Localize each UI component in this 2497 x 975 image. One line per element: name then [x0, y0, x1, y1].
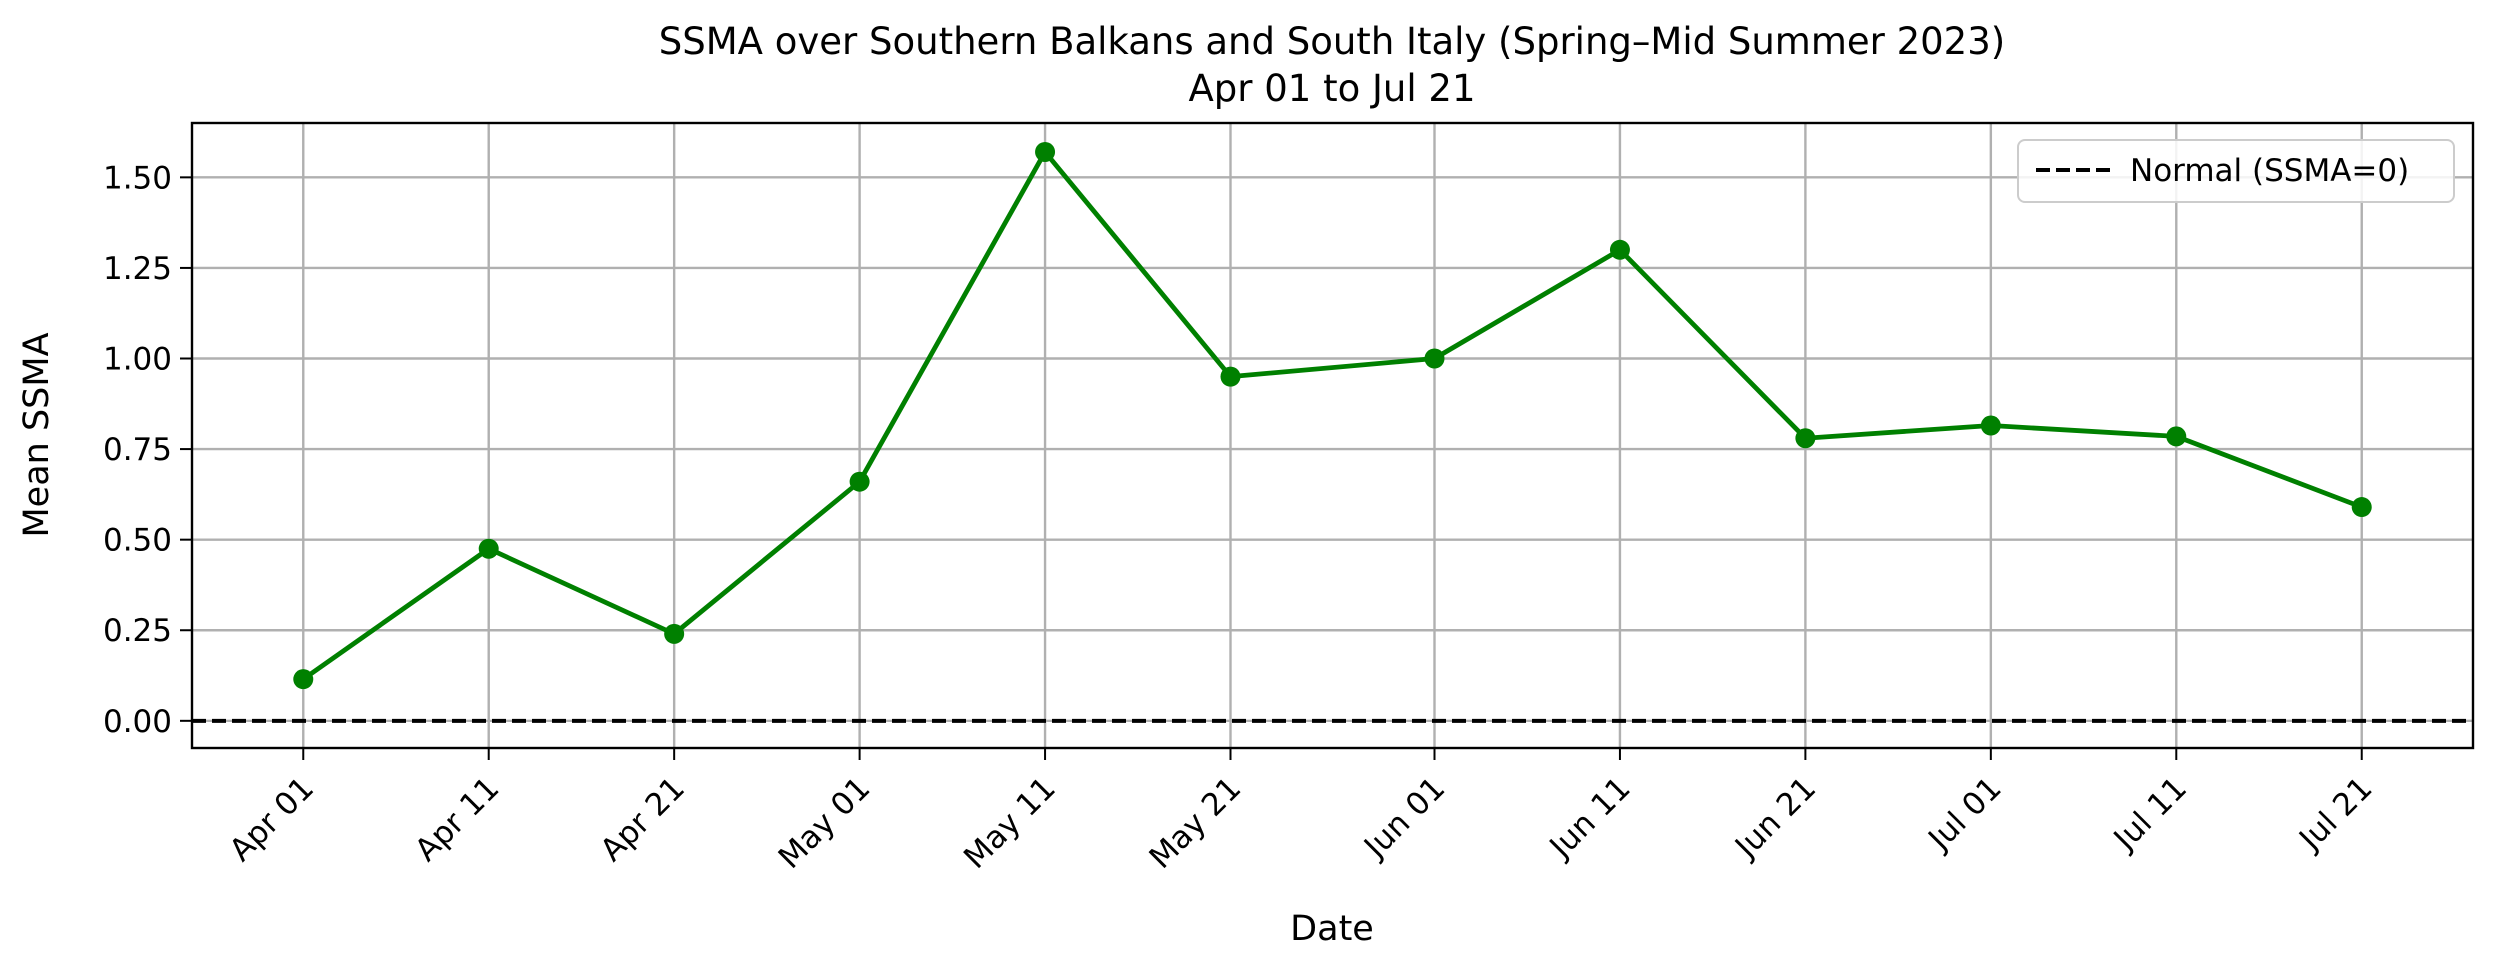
- data-point: [1980, 415, 2001, 436]
- data-point: [1795, 428, 1816, 449]
- data-point: [849, 471, 870, 492]
- y-tick-label: 1.25: [103, 251, 172, 287]
- series-line: [301, 149, 2363, 682]
- data-point: [1609, 239, 1630, 260]
- x-tick-label: Jul 11: [2106, 770, 2194, 858]
- data-point: [1035, 141, 1056, 162]
- x-tick-label: May 01: [772, 770, 878, 876]
- x-tick-label: May 21: [1143, 770, 1249, 876]
- legend: Normal (SSMA=0): [2017, 139, 2455, 203]
- x-tick-label: Apr 01: [223, 770, 321, 868]
- x-axis-ticks: Apr 01 Apr 11 Apr 21 May 01 May 11 May 21 Jun …: [223, 748, 2379, 876]
- x-tick-label: Jul 21: [2291, 770, 2379, 858]
- chart-subtitle: Apr 01 to Jul 21: [1188, 67, 1475, 110]
- x-tick-label: Apr 11: [408, 770, 506, 868]
- x-axis-label: Date: [1290, 909, 1374, 949]
- y-axis-ticks: 0.00 0.25 0.50 0.75 1.00 1.25 1.50: [103, 160, 192, 740]
- x-tick-label: Apr 21: [594, 770, 692, 868]
- plot-area-frame: [190, 121, 2475, 750]
- y-tick-label: 0.25: [103, 613, 172, 649]
- y-tick-label: 0.50: [103, 523, 172, 559]
- x-tick-label: May 11: [957, 770, 1063, 876]
- x-tick-label: Jul 01: [1920, 770, 2008, 858]
- x-tick-label: Jun 01: [1356, 770, 1452, 866]
- legend-frame: [2017, 139, 2455, 203]
- data-point: [664, 623, 685, 644]
- y-axis-label: Mean SSMA: [17, 332, 57, 537]
- y-tick-label: 0.75: [103, 432, 172, 468]
- legend-label-normal: Normal (SSMA=0): [2130, 153, 2409, 189]
- data-point: [1424, 348, 1445, 369]
- y-tick-label: 1.50: [103, 160, 172, 196]
- x-tick-label: Jun 21: [1727, 770, 1823, 866]
- data-point: [1220, 366, 1241, 387]
- data-point: [478, 538, 499, 559]
- y-tick-label: 0.00: [103, 704, 172, 740]
- chart-title: SSMA over Southern Balkans and South Ita…: [659, 20, 2005, 63]
- y-tick-label: 1.00: [103, 342, 172, 378]
- data-point: [2351, 497, 2372, 518]
- series: [293, 141, 2372, 690]
- x-tick-label: Jun 11: [1542, 770, 1638, 866]
- data-point: [2166, 426, 2187, 447]
- data-point: [293, 669, 314, 690]
